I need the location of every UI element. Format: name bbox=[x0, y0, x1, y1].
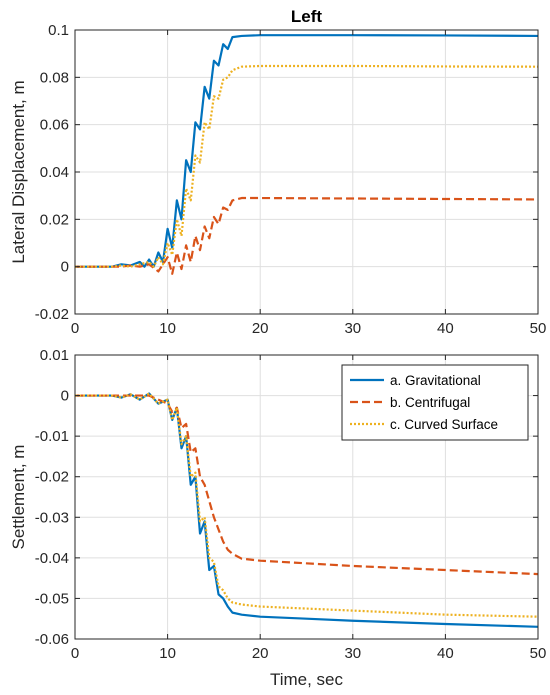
y-axis-label: Settlement, m bbox=[9, 445, 28, 550]
settlement-panel: 0 10 20 30 40 50 -0.06 -0.05 -0.04 -0.03 -0.02 -0.0… bbox=[9, 347, 546, 689]
series-line-a-gravitational bbox=[75, 34, 538, 268]
x-axis-label: Time, sec bbox=[270, 670, 344, 689]
y-tick-label: -0.05 bbox=[35, 590, 69, 607]
x-tick-label: 10 bbox=[159, 320, 176, 337]
x-tick-label: 30 bbox=[344, 320, 361, 337]
legend-label-c-curved-surface: c. Curved Surface bbox=[390, 417, 498, 432]
legend-label-b-centrifugal: b. Centrifugal bbox=[390, 395, 470, 410]
x-tick-label: 30 bbox=[344, 645, 361, 662]
x-tick-label: 40 bbox=[437, 320, 454, 337]
x-tick-label: 20 bbox=[252, 645, 269, 662]
series-line-b-centrifugal bbox=[75, 394, 538, 576]
legend-label-a-gravitational: a. Gravitational bbox=[390, 373, 481, 388]
y-tick-label: -0.04 bbox=[35, 550, 69, 567]
y-axis-label: Lateral Displacement, m bbox=[9, 80, 28, 263]
x-tick-label: 0 bbox=[71, 645, 79, 662]
series-line-c-curved-surface bbox=[75, 392, 538, 618]
x-tick-label: 0 bbox=[71, 320, 79, 337]
chart-title: Left bbox=[291, 7, 323, 26]
y-tick-label: 0.02 bbox=[40, 211, 69, 228]
y-tick-label: 0.08 bbox=[40, 69, 69, 86]
y-tick-label: 0.01 bbox=[40, 347, 69, 364]
x-tick-label: 50 bbox=[530, 320, 547, 337]
y-tick-label: -0.01 bbox=[35, 428, 69, 445]
y-tick-label: -0.03 bbox=[35, 509, 69, 526]
y-tick-label: -0.02 bbox=[35, 306, 69, 323]
y-tick-label: -0.06 bbox=[35, 631, 69, 648]
y-tick-label: 0 bbox=[61, 259, 69, 276]
y-tick-label: 0.1 bbox=[48, 22, 69, 39]
y-tick-label: -0.02 bbox=[35, 469, 69, 486]
lateral-displacement-panel: 0 10 20 30 40 50-0.0200.020.040.060.080.1Left… bbox=[9, 7, 546, 337]
y-tick-label: 0 bbox=[61, 388, 69, 405]
series-line-c-curved-surface bbox=[75, 64, 538, 268]
series-line-b-centrifugal bbox=[75, 196, 538, 275]
x-tick-label: 20 bbox=[252, 320, 269, 337]
y-tick-label: 0.04 bbox=[40, 164, 69, 181]
legend-box bbox=[341, 364, 529, 441]
x-tick-label: 50 bbox=[530, 645, 547, 662]
x-tick-label: 40 bbox=[437, 645, 454, 662]
y-tick-label: 0.06 bbox=[40, 117, 69, 134]
axes-box bbox=[74, 354, 539, 640]
legend: a. Gravitational b. Centrifugal c. Curved … bbox=[341, 364, 529, 441]
x-tick-label: 10 bbox=[159, 645, 176, 662]
